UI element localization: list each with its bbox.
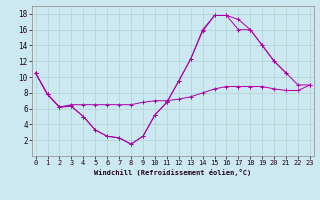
X-axis label: Windchill (Refroidissement éolien,°C): Windchill (Refroidissement éolien,°C) — [94, 169, 252, 176]
